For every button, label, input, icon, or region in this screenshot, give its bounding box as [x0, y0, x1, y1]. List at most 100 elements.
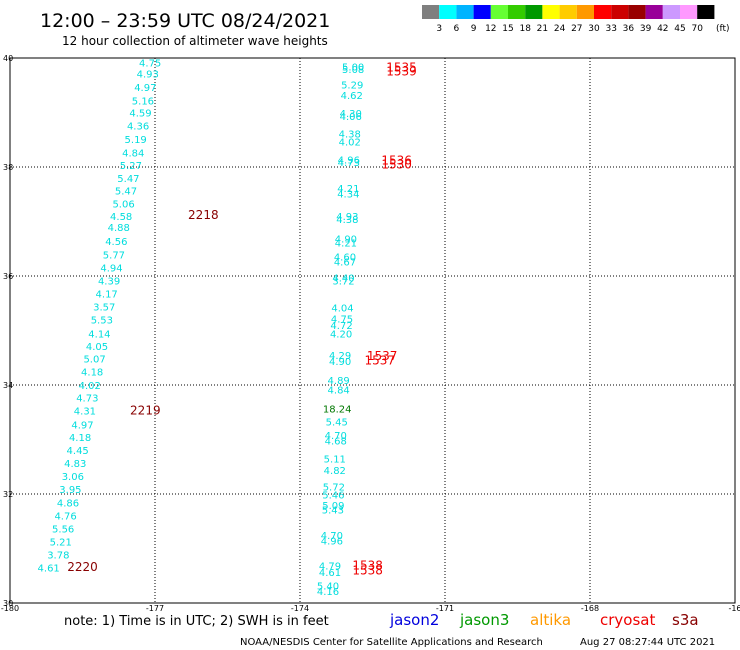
mission-legend: jason2 jason3 altika cryosat s3a: [389, 611, 699, 629]
mission-altika: altika: [530, 611, 571, 629]
wave-height-colorbar: 3 6 9 12 15 18 21 24 27 30 33 36 39 42 45 70: [422, 5, 715, 34]
colorbar-swatch: [490, 5, 508, 19]
chart-title: 12:00 – 23:59 UTC 08/24/2021: [40, 10, 330, 32]
swh-label: 4.90: [329, 357, 351, 368]
colorbar-tick-label: 9: [471, 24, 477, 34]
swh-label: 4.72: [330, 321, 352, 332]
swh-label: 4.89: [328, 376, 350, 387]
colorbar-swatch: [576, 5, 594, 19]
mission-jason2: jason2: [389, 611, 439, 629]
plot-area: -180 -177 -174 -171 -168 -16 40 38 36 34 32 30: [1, 54, 740, 613]
swh-label: 5.19: [125, 135, 147, 146]
colorbar-swatch: [473, 5, 491, 19]
swh-label: 5.00: [342, 62, 364, 73]
y-tick-label: 38: [3, 163, 13, 172]
swh-label: 5.29: [341, 80, 363, 91]
swh-label: 5.45: [326, 418, 348, 429]
time-label: 1537: [364, 353, 395, 367]
colorbar-tick-label: 27: [571, 24, 582, 34]
y-tick-label: 30: [3, 599, 13, 608]
swh-label: 4.96: [321, 536, 343, 547]
footer-note: note: 1) Time is in UTC; 2) SWH is in fe…: [64, 614, 329, 629]
colorbar-tick-label: 39: [640, 24, 652, 34]
swh-label: 5.47: [115, 187, 137, 198]
swh-label: 4.97: [71, 420, 93, 431]
swh-points: 4.754.934.975.164.594.365.194.845.275.47…: [38, 58, 365, 598]
x-tick-label: -174: [291, 604, 309, 613]
x-tick-label: -177: [146, 604, 164, 613]
swh-label: 4.56: [105, 237, 127, 248]
swh-label: 4.59: [129, 109, 151, 120]
swh-label: 4.05: [86, 342, 108, 353]
time-label: 2220: [67, 560, 98, 574]
colorbar-swatch: [680, 5, 698, 19]
swh-label: 4.75: [139, 58, 161, 69]
swh-label: 3.06: [62, 472, 84, 483]
swh-label: 5.27: [120, 161, 142, 172]
mission-jason3: jason3: [459, 611, 509, 629]
swh-label: 4.02: [339, 137, 361, 148]
swh-label: 4.70: [325, 431, 347, 442]
y-tick-label: 32: [3, 490, 13, 499]
time-label: 1538: [352, 558, 383, 572]
swh-label: 3.72: [332, 276, 354, 287]
swh-label: 18.24: [323, 405, 352, 416]
colorbar-tick-label: 33: [605, 24, 616, 34]
swh-label: 4.29: [329, 351, 351, 362]
swh-label: 5.46: [322, 491, 344, 502]
time-label: 1535: [386, 60, 417, 74]
swh-label: 5.53: [91, 316, 113, 327]
footer-credit: NOAA/NESDIS Center for Satellite Applica…: [240, 637, 543, 648]
swh-label: 4.21: [335, 238, 357, 249]
colorbar-swatch: [594, 5, 612, 19]
swh-label: 5.40: [317, 582, 339, 593]
swh-label: 4.31: [74, 407, 96, 418]
swh-label: 4.02: [79, 381, 101, 392]
swh-label: 4.73: [338, 158, 360, 169]
swh-label: 4.61: [319, 568, 341, 579]
time-label: 1538: [352, 563, 383, 577]
x-tick-label: -168: [581, 604, 599, 613]
footer-timestamp: Aug 27 08:27:44 UTC 2021: [580, 637, 715, 648]
swh-label: 4.21: [337, 184, 359, 195]
swh-label: 4.58: [110, 212, 132, 223]
swh-label: 4.68: [325, 437, 347, 448]
swh-label: 4.97: [134, 83, 156, 94]
y-tick-label: 40: [3, 54, 13, 63]
swh-label: 4.67: [334, 257, 356, 268]
y-tick-label: 36: [3, 272, 13, 281]
swh-label: 5.11: [324, 455, 346, 466]
swh-label: 4.79: [319, 561, 341, 572]
swh-label: 4.36: [127, 122, 149, 133]
mission-s3a: s3a: [672, 611, 699, 629]
swh-label: 4.93: [137, 69, 159, 80]
swh-label: 5.47: [117, 174, 139, 185]
colorbar-swatch: [697, 5, 715, 19]
swh-label: 4.34: [337, 189, 359, 200]
swh-label: 4.61: [38, 564, 60, 575]
swh-label: 4.30: [340, 109, 362, 120]
x-tick-label: -16: [728, 604, 740, 613]
colorbar-swatch: [439, 5, 457, 19]
swh-label: 4.62: [341, 91, 363, 102]
swh-label: 4.20: [330, 329, 352, 340]
colorbar-tick-label: 6: [454, 24, 460, 34]
swh-label: 4.96: [338, 155, 360, 166]
swh-label: 5.72: [323, 482, 345, 493]
swh-label: 4.38: [336, 215, 358, 226]
swh-label: 4.75: [331, 315, 353, 326]
swh-label: 4.86: [57, 498, 79, 509]
colorbar-swatch: [645, 5, 663, 19]
swh-label: 5.06: [112, 200, 134, 211]
swh-label: 4.90: [335, 234, 357, 245]
swh-label: 3.57: [93, 303, 115, 314]
y-tick-label: 34: [3, 381, 13, 390]
swh-label: 4.73: [76, 394, 98, 405]
swh-label: 4.04: [331, 304, 353, 315]
colorbar-swatch: [525, 5, 543, 19]
time-label: 1539: [386, 65, 417, 79]
time-label: 1537: [367, 349, 398, 363]
swh-label: 5.16: [132, 97, 154, 108]
colorbar-swatch: [559, 5, 577, 19]
swh-label: 4.60: [334, 252, 356, 263]
